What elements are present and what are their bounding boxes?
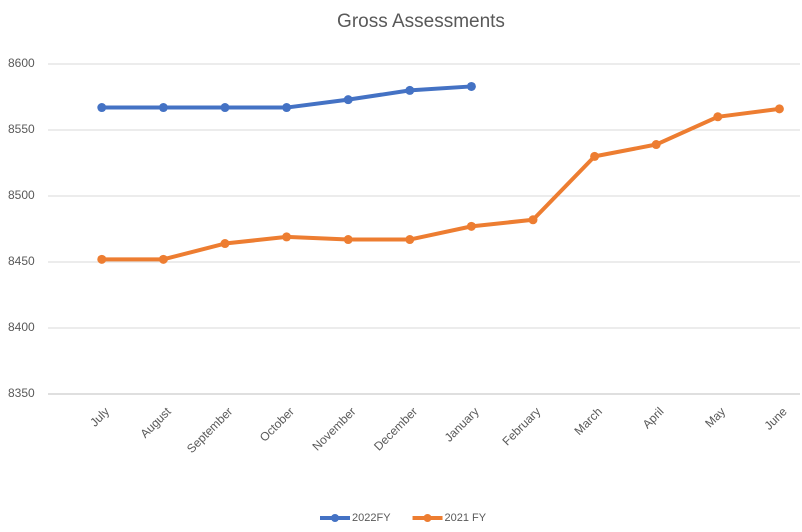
data-point [158,254,168,264]
data-point [405,235,415,245]
x-tick-label: February [500,404,544,448]
data-point [528,215,538,225]
data-point [220,239,230,249]
x-tick-label: April [640,404,667,431]
x-tick-label: May [702,404,728,430]
x-tick-label: June [761,404,790,433]
data-point [466,221,476,231]
data-point [282,232,292,242]
y-tick-label: 8450 [8,254,35,268]
y-tick-label: 8500 [8,188,35,202]
data-point [158,103,168,113]
x-tick-label: July [87,404,112,429]
x-tick-label: September [184,404,235,455]
data-point [651,140,661,150]
chart-title: Gross Assessments [337,11,505,32]
legend-marker [423,514,432,522]
y-tick-label: 8600 [8,56,35,70]
x-tick-label: November [310,404,359,453]
y-tick-label: 8400 [8,320,35,334]
data-point [97,103,107,113]
data-point [220,103,230,113]
data-point [713,112,723,122]
x-tick-label: January [442,404,482,444]
legend-label: 2022FY [352,512,391,524]
legend-marker [331,514,339,522]
x-tick-label: March [571,404,604,437]
y-tick-label: 8350 [8,386,35,400]
data-point [343,235,353,245]
x-tick-label: August [137,404,174,441]
data-point [97,254,107,264]
series-line [99,106,782,262]
data-point [774,104,784,114]
data-point [466,81,476,91]
data-point [590,151,600,161]
x-tick-label: October [257,404,297,444]
data-point [343,95,353,105]
data-point [405,85,415,95]
data-point [282,103,292,113]
y-tick-label: 8550 [8,122,35,136]
x-tick-label: December [371,404,420,453]
legend-label: 2021 FY [445,512,487,524]
